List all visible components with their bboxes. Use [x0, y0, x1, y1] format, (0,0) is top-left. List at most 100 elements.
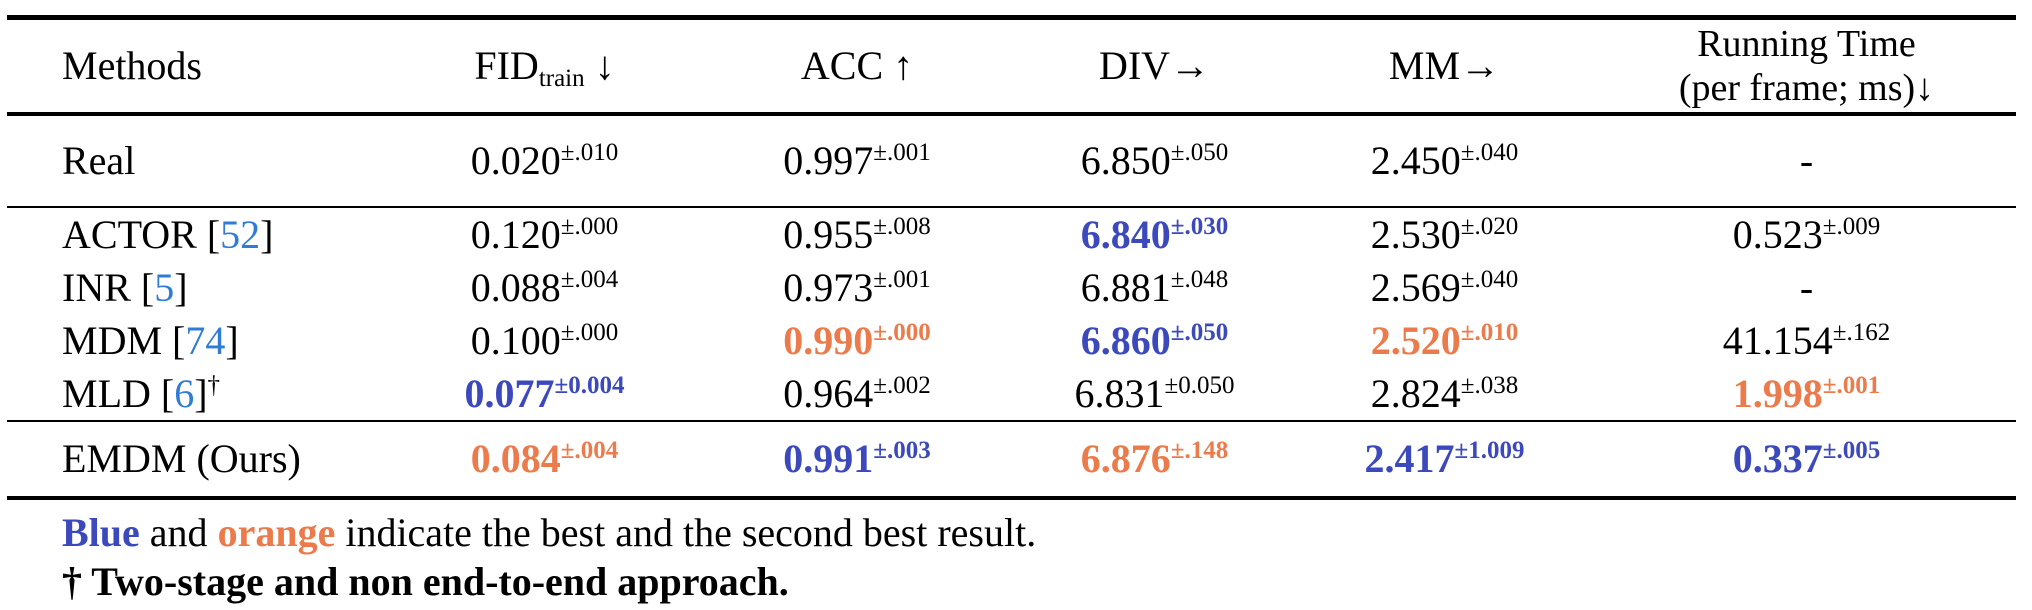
citation-bracket: ] — [225, 317, 239, 363]
metric-value: 0.964 — [783, 370, 874, 416]
metric-std: ±.040 — [1460, 139, 1519, 166]
value-cell: 1.998±.001 — [1597, 370, 2016, 416]
value-cell: 6.840±.030 — [1017, 212, 1292, 256]
section-divider-rule — [7, 420, 2016, 422]
metric-value: 0.523 — [1732, 211, 1823, 257]
value-cell: 0.997±.001 — [697, 140, 1017, 182]
dagger-mark: † — [207, 371, 221, 399]
table-footnotes: Blue and orange indicate the best and th… — [62, 508, 1036, 606]
footnote-blue-word: Blue — [62, 510, 140, 555]
metric-std: ±.000 — [873, 318, 931, 346]
value-cell: - — [1597, 140, 2016, 182]
up-arrow-icon: ↑ — [893, 43, 914, 88]
method-name: Real — [62, 138, 136, 183]
metric-value: 0.088 — [470, 264, 561, 310]
metric-std: ±.010 — [1460, 318, 1519, 346]
footnote-color-legend: Blue and orange indicate the best and th… — [62, 508, 1036, 557]
metric-std: ±.020 — [1460, 212, 1519, 240]
method-cell: Real — [7, 140, 392, 182]
metric-std: ±.001 — [873, 139, 931, 166]
method-cell: MDM [74] — [7, 317, 392, 363]
right-arrow-icon: → — [1460, 43, 1501, 88]
metric-value: 1.998 — [1732, 370, 1823, 416]
metric-std: ±.005 — [1822, 437, 1881, 464]
value-cell: 2.824±.038 — [1292, 370, 1597, 416]
footnote-orange-word: orange — [217, 510, 336, 555]
metric-value: 2.530 — [1370, 211, 1461, 257]
metric-value: 0.973 — [783, 264, 874, 310]
metric-std: ±.002 — [873, 371, 931, 399]
metric-std: ±.040 — [1460, 265, 1519, 293]
metric-std: ±.038 — [1460, 371, 1519, 399]
metric-std: ±.050 — [1170, 318, 1229, 346]
table-top-rule — [7, 15, 2016, 20]
method-name: MDM — [62, 317, 163, 363]
right-arrow-icon: → — [1170, 43, 1211, 88]
table-row: EMDM (Ours) 0.084±.004 0.991±.003 6.876±.14… — [7, 422, 2016, 496]
table-row: MLD [6]† 0.077±0.004 0.964±.002 6.831±0.050… — [7, 367, 2016, 420]
header-bottom-rule — [7, 112, 2016, 116]
results-table: Methods FIDtrain ↓ ACC ↑ DIV→ MM→ Running … — [7, 15, 2016, 500]
citation-link[interactable]: 5 — [154, 264, 175, 310]
metric-std: ±.008 — [873, 212, 931, 240]
value-cell: 0.088±.004 — [392, 264, 697, 310]
metric-std: ±.162 — [1832, 318, 1891, 346]
value-cell: 2.520±.010 — [1292, 317, 1597, 363]
metric-std: ±.000 — [560, 212, 619, 240]
metric-value: 41.154 — [1722, 317, 1833, 363]
metric-value: 2.450 — [1370, 138, 1461, 183]
metric-value: 6.850 — [1080, 138, 1171, 183]
metric-std: ±1.009 — [1454, 437, 1525, 464]
metric-value: 6.831 — [1074, 370, 1165, 416]
value-cell: 0.337±.005 — [1597, 438, 2016, 480]
value-cell: 2.530±.020 — [1292, 211, 1597, 257]
table-header-row: Methods FIDtrain ↓ ACC ↑ DIV→ MM→ Running … — [7, 20, 2016, 112]
metric-value: 6.876 — [1080, 436, 1171, 481]
table-section-real: Real 0.020±.010 0.997±.001 6.850±.050 2.450±… — [7, 116, 2016, 206]
header-div: DIV→ — [1017, 45, 1292, 87]
citation-link[interactable]: 52 — [220, 211, 261, 257]
header-fid-subscript: train — [538, 65, 585, 92]
header-running-time-line1: Running Time — [1697, 23, 1916, 65]
citation-link[interactable]: 6 — [174, 370, 195, 416]
value-cell: 0.020±.010 — [392, 140, 697, 182]
header-mm-label: MM — [1388, 43, 1461, 88]
table-bottom-rule — [7, 496, 2016, 500]
value-cell: 6.860±.050 — [1017, 318, 1292, 362]
value-cell: 2.569±.040 — [1292, 265, 1597, 309]
table-row: INR [5] 0.088±.004 0.973±.001 6.881±.048 2.5… — [7, 261, 2016, 314]
method-cell: EMDM (Ours) — [7, 438, 392, 480]
header-div-label: DIV — [1098, 43, 1171, 88]
value-cell: 0.084±.004 — [392, 438, 697, 480]
value-cell: 41.154±.162 — [1597, 317, 2016, 363]
value-cell: 6.831±0.050 — [1017, 370, 1292, 416]
value-cell: 0.964±.002 — [697, 370, 1017, 416]
method-cell: ACTOR [52] — [7, 211, 392, 257]
value-cell: 0.990±.000 — [697, 318, 1017, 362]
method-name: ACTOR — [62, 211, 197, 257]
metric-std: ±0.004 — [554, 371, 625, 399]
value-cell: 0.077±0.004 — [392, 371, 697, 415]
metric-value: 2.520 — [1370, 317, 1461, 363]
value-cell: 2.450±.040 — [1292, 140, 1597, 182]
metric-value: 0.100 — [470, 317, 561, 363]
citation-bracket: [ — [162, 317, 186, 363]
citation-link[interactable]: 74 — [185, 317, 226, 363]
citation-bracket: [ — [196, 211, 221, 257]
metric-std: ±.004 — [560, 265, 619, 293]
metric-value: 2.824 — [1370, 370, 1461, 416]
footnote-text: indicate the best and the second best re… — [335, 510, 1037, 555]
metric-value: 0.955 — [783, 211, 874, 257]
header-methods-label: Methods — [62, 43, 202, 88]
citation-bracket: ] — [194, 370, 208, 416]
value-cell: 2.417±1.009 — [1292, 438, 1597, 480]
metric-value: - — [1799, 264, 1814, 310]
table-row: Real 0.020±.010 0.997±.001 6.850±.050 2.450±… — [7, 116, 2016, 206]
citation-bracket: [ — [130, 264, 155, 310]
method-name: EMDM (Ours) — [62, 436, 301, 481]
header-methods: Methods — [7, 45, 392, 87]
metric-std: ±.030 — [1170, 212, 1229, 240]
metric-value: 2.417 — [1364, 436, 1455, 481]
citation-bracket: ] — [174, 264, 188, 310]
